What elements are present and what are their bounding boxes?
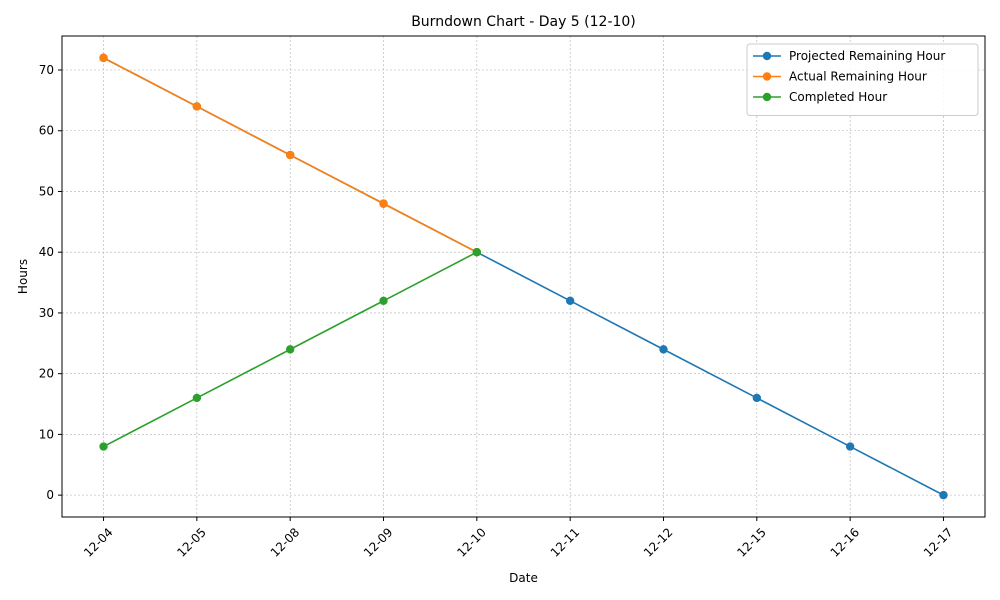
legend-item: Projected Remaining Hour [753, 49, 945, 63]
x-tick-label: 12-17 [921, 525, 956, 560]
legend-swatch-marker [762, 72, 772, 81]
data-point [192, 102, 202, 111]
x-tick-label: 12-05 [174, 525, 209, 560]
x-tick-label: 12-11 [548, 525, 583, 560]
data-point [472, 248, 482, 257]
legend-label: Completed Hour [789, 90, 887, 104]
data-point [752, 393, 762, 403]
data-point [845, 442, 855, 451]
legend-item: Completed Hour [753, 90, 887, 104]
legend-label: Actual Remaining Hour [789, 70, 927, 84]
y-tick-label: 40 [39, 245, 54, 259]
y-tick-label: 70 [39, 63, 54, 77]
x-tick-label: 12-10 [454, 525, 489, 560]
y-tick-label: 30 [39, 306, 54, 320]
plot-frame [61, 35, 986, 518]
data-point [659, 345, 668, 354]
y-tick-label: 0 [46, 488, 54, 502]
x-tick-label: 12-16 [828, 525, 863, 560]
legend-swatch-marker [762, 51, 772, 61]
data-point [285, 150, 295, 160]
x-axis-label: Date [509, 571, 538, 585]
legend-box [746, 43, 979, 116]
x-tick-label: 12-15 [734, 525, 769, 560]
legend-item: Actual Remaining Hour [753, 70, 927, 84]
y-axis-label: Hours [16, 259, 30, 294]
data-point [379, 296, 388, 305]
data-point [99, 442, 108, 451]
x-tick-label: 12-04 [81, 525, 116, 560]
legend-swatch-marker [762, 92, 772, 102]
legend-label: Projected Remaining Hour [789, 49, 945, 63]
series-completed-hour [99, 248, 482, 451]
chart-title: Burndown Chart - Day 5 (12-10) [411, 14, 636, 30]
y-tick-label: 10 [39, 427, 54, 441]
x-tick-label: 12-09 [361, 525, 396, 560]
data-point [192, 393, 202, 403]
data-point [285, 345, 295, 354]
series-projected-remaining-hour [99, 53, 948, 500]
data-point [379, 199, 388, 208]
x-tick-label: 12-08 [268, 525, 303, 560]
data-point [99, 53, 108, 63]
series-layer [99, 53, 948, 500]
y-tick-label: 20 [39, 367, 54, 381]
grid-layer [62, 36, 985, 517]
y-tick-label: 60 [39, 124, 54, 138]
ticks-layer: 12-04 12-05 12-08 12-09 12-10 12-11 12-12 12-15… [39, 63, 956, 560]
x-tick-label: 12-12 [641, 525, 676, 560]
legend: Projected Remaining Hour Actual Remaining… [746, 43, 979, 116]
y-tick-label: 50 [39, 184, 54, 198]
data-point [939, 490, 948, 500]
data-point [565, 296, 575, 305]
